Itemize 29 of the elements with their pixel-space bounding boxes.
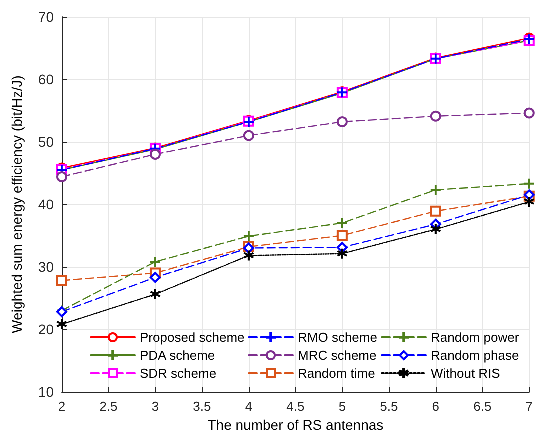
x-tick-label: 2 [58,399,66,414]
legend-label: RMO scheme [298,330,378,345]
x-tick-label: 7 [526,399,533,414]
legend-label: Random phase [431,348,520,363]
legend-label: Without RIS [431,366,501,381]
legend-label: Proposed scheme [140,330,245,345]
legend-label: MRC scheme [298,348,377,363]
y-tick-label: 10 [38,384,54,400]
x-tick-label: 2.5 [100,399,118,414]
legend-label: Random power [431,330,520,345]
y-tick-label: 70 [38,9,54,25]
x-tick-label: 3 [152,399,160,414]
y-tick-label: 60 [38,72,54,88]
legend-label: SDR scheme [140,366,217,381]
x-tick-label: 5 [338,399,346,414]
x-tick-label: 4.5 [286,399,305,414]
y-tick-label: 40 [38,196,54,212]
x-tick-label: 6 [432,399,440,414]
x-tick-label: 3.5 [193,399,212,414]
x-tick-label: 5.5 [380,399,398,414]
x-axis-title: The number of RS antennas [208,417,384,433]
x-tick-label: 4 [245,399,253,414]
y-axis-title: Weighted sum energy efficiency (bit/Hz/J) [9,76,25,334]
legend-label: Random time [298,366,376,381]
y-tick-label: 30 [38,259,54,275]
y-tick-label: 50 [38,134,54,150]
x-tick-label: 6.5 [474,399,492,414]
y-tick-label: 20 [38,322,54,338]
legend-label: PDA scheme [140,348,216,363]
